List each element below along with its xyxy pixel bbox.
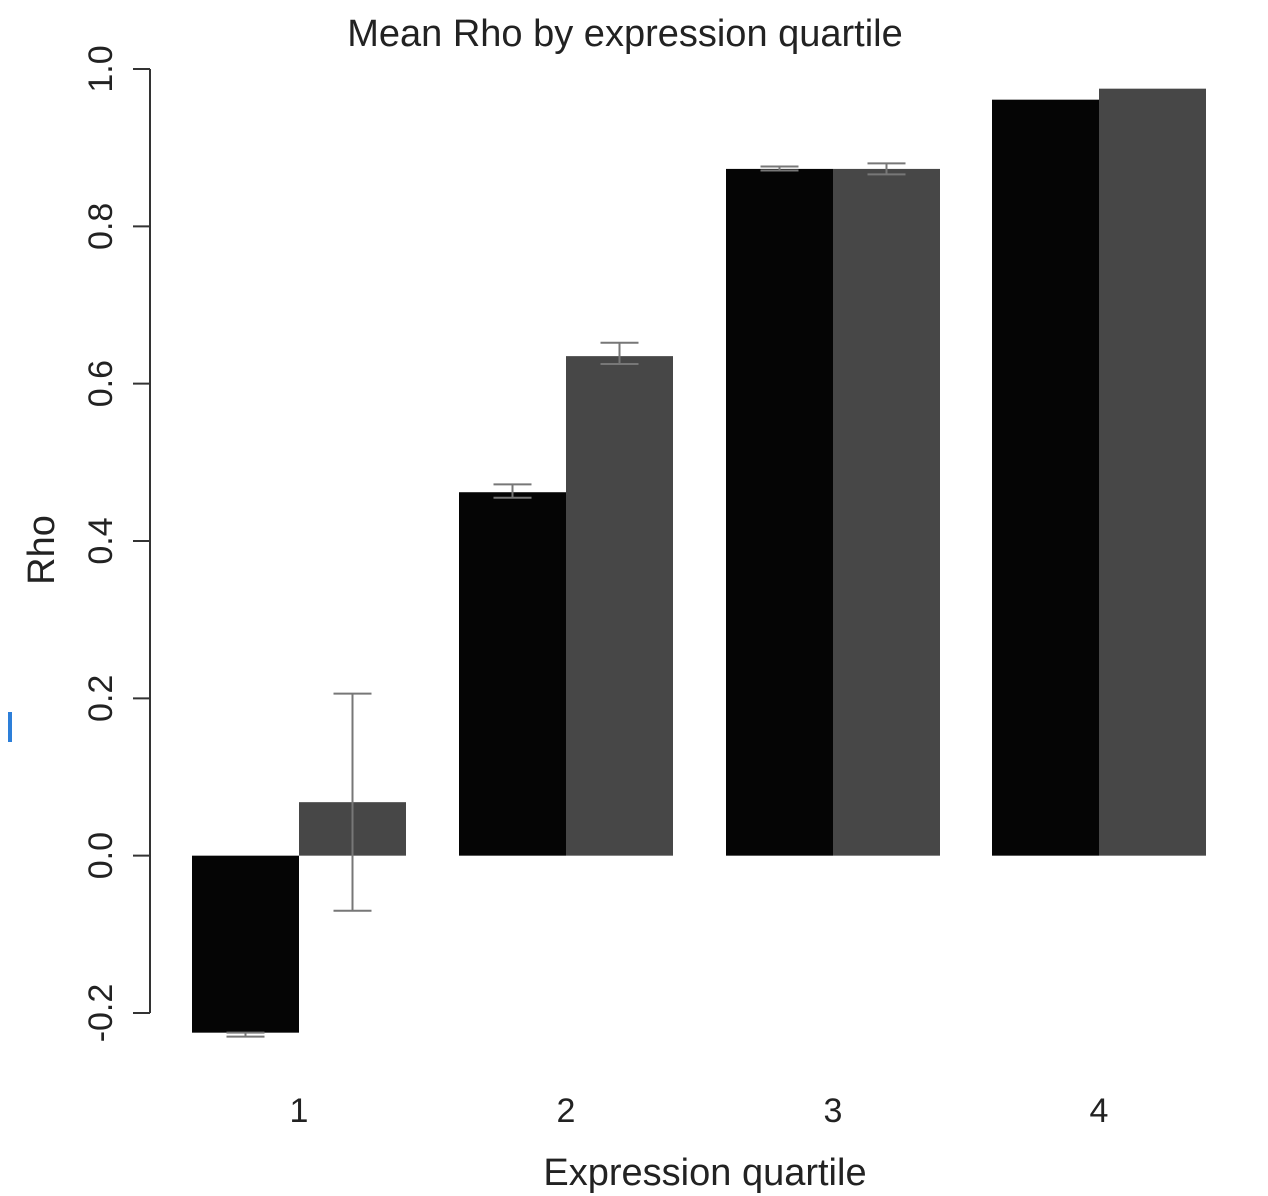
bar-q4-s2 — [1099, 88, 1206, 856]
y-tick-label: 0.8 — [82, 203, 120, 250]
y-axis-label: Rho — [21, 515, 63, 585]
x-tick-label: 1 — [290, 1092, 309, 1130]
x-axis-tick-labels: 1 2 3 4 — [290, 1092, 1109, 1130]
error-bars-group — [226, 162, 906, 1038]
y-tick-label: 0.4 — [82, 517, 120, 564]
y-tick-label: -0.2 — [82, 984, 120, 1043]
y-tick-label: 0.6 — [82, 360, 120, 407]
y-tick-label: 0.2 — [82, 675, 120, 722]
y-axis-ticks: -0.2 0.0 0.2 0.4 0.6 0.8 1.0 — [82, 45, 150, 1042]
bar-q2-s2 — [566, 356, 673, 856]
left-edge-marker — [8, 712, 12, 742]
bar-q3-s1 — [726, 168, 833, 856]
bar-q4-s1 — [992, 99, 1099, 856]
chart-title: Mean Rho by expression quartile — [347, 13, 903, 55]
x-tick-label: 2 — [557, 1092, 576, 1130]
bar-q3-s2 — [833, 168, 940, 856]
x-axis-label: Expression quartile — [543, 1152, 866, 1194]
bars-group — [192, 88, 1206, 1033]
y-tick-label: 1.0 — [82, 45, 120, 92]
y-tick-label: 0.0 — [82, 832, 120, 879]
x-tick-label: 3 — [824, 1092, 843, 1130]
x-tick-label: 4 — [1090, 1092, 1109, 1130]
bar-q2-s1 — [459, 492, 566, 856]
bar-q1-s1 — [192, 855, 299, 1033]
